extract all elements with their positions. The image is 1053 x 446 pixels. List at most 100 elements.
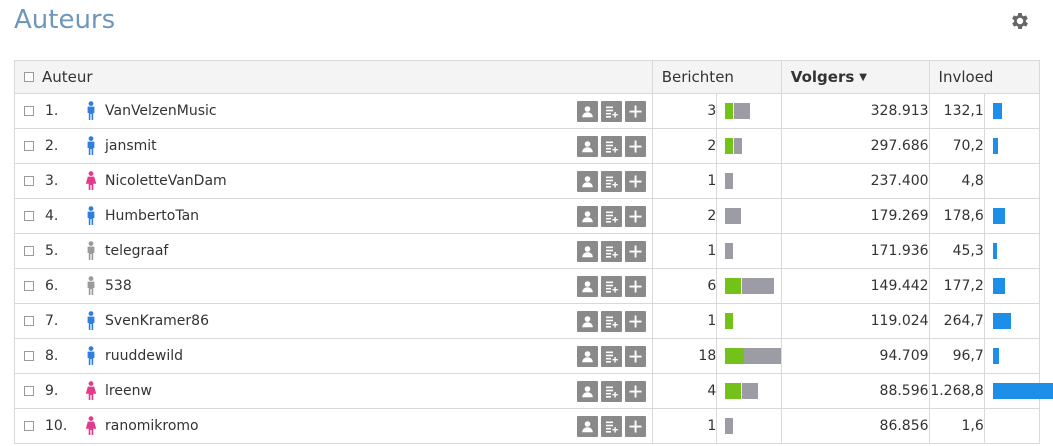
profile-button[interactable] <box>576 380 598 402</box>
author-name[interactable]: ranomikromo <box>105 418 199 434</box>
berichten-green-bar <box>725 278 742 294</box>
table-row[interactable]: 3. NicoletteVanDam 1 237.400 4,8 <box>14 163 1041 199</box>
column-header-berichten[interactable]: Berichten <box>651 60 782 94</box>
row-checkbox[interactable] <box>24 281 34 291</box>
plus-button[interactable] <box>624 310 646 332</box>
plus-button[interactable] <box>624 240 646 262</box>
row-checkbox[interactable] <box>24 421 34 431</box>
cell-invloed-bar <box>983 373 1053 409</box>
add-to-list-button[interactable] <box>600 380 622 402</box>
profile-icon <box>581 105 594 118</box>
berichten-gray-bar <box>742 278 775 294</box>
sort-descending-icon: ▼ <box>859 71 867 83</box>
table-row[interactable]: 1. VanVelzenMusic 3 328.913 132,1 <box>14 93 1041 129</box>
cell-berichten-bar <box>716 303 782 339</box>
profile-button[interactable] <box>576 100 598 122</box>
profile-button[interactable] <box>576 310 598 332</box>
cell-invloed: 4,8 <box>928 163 985 199</box>
table-row[interactable]: 10. ranomikromo 1 86.856 1,6 <box>14 408 1041 444</box>
plus-button[interactable] <box>624 170 646 192</box>
invloed-bar <box>992 383 1053 399</box>
author-name[interactable]: ruuddewild <box>105 348 184 364</box>
add-to-list-button[interactable] <box>600 135 622 157</box>
row-checkbox[interactable] <box>24 211 34 221</box>
row-checkbox[interactable] <box>24 141 34 151</box>
row-checkbox[interactable] <box>24 246 34 256</box>
plus-button[interactable] <box>624 345 646 367</box>
column-header-volgers[interactable]: Volgers ▼ <box>780 60 930 94</box>
plus-button[interactable] <box>624 100 646 122</box>
row-checkbox[interactable] <box>24 351 34 361</box>
plus-button[interactable] <box>624 380 646 402</box>
select-all-checkbox[interactable] <box>24 72 34 82</box>
cell-invloed-bar <box>983 93 1041 129</box>
add-to-list-button[interactable] <box>600 275 622 297</box>
profile-button[interactable] <box>576 170 598 192</box>
plus-button[interactable] <box>624 275 646 297</box>
column-label-auteur: Auteur <box>42 68 93 86</box>
row-checkbox[interactable] <box>24 386 34 396</box>
author-name[interactable]: 538 <box>105 278 132 294</box>
plus-button[interactable] <box>624 415 646 437</box>
column-header-invloed[interactable]: Invloed <box>928 60 1041 94</box>
row-checkbox[interactable] <box>24 176 34 186</box>
table-row[interactable]: 7. SvenKramer86 1 119.024 264,7 <box>14 303 1041 339</box>
add-to-list-icon <box>605 140 618 153</box>
page-title: Auteurs <box>14 5 116 35</box>
add-to-list-button[interactable] <box>600 100 622 122</box>
cell-invloed: 177,2 <box>928 268 985 304</box>
table-row[interactable]: 2. jansmit 2 297.686 70,2 <box>14 128 1041 164</box>
author-name[interactable]: telegraaf <box>105 243 169 259</box>
gear-icon[interactable] <box>1009 10 1031 32</box>
add-to-list-button[interactable] <box>600 345 622 367</box>
profile-icon <box>581 420 594 433</box>
authors-table: Auteur Berichten Volgers ▼ Invloed 1. Van… <box>14 60 1053 444</box>
row-checkbox[interactable] <box>24 316 34 326</box>
author-name[interactable]: jansmit <box>105 138 157 154</box>
cell-auteur: 10. ranomikromo <box>14 408 653 444</box>
table-row[interactable]: 5. telegraaf 1 171.936 45,3 <box>14 233 1041 269</box>
table-row[interactable]: 6. 538 6 149.442 177,2 <box>14 268 1041 304</box>
male-person-icon <box>84 311 98 331</box>
row-rank: 3. <box>45 173 59 189</box>
column-header-auteur[interactable]: Auteur <box>14 60 653 94</box>
profile-button[interactable] <box>576 415 598 437</box>
add-to-list-button[interactable] <box>600 415 622 437</box>
row-actions <box>576 100 646 122</box>
cell-berichten-bar <box>716 163 782 199</box>
cell-volgers: 88.596 <box>780 373 930 409</box>
berichten-green-bar <box>725 348 744 364</box>
table-row[interactable]: 8. ruuddewild 18 94.709 96,7 <box>14 338 1041 374</box>
add-to-list-icon <box>605 175 618 188</box>
row-rank: 5. <box>45 243 59 259</box>
plus-button[interactable] <box>624 205 646 227</box>
row-rank: 7. <box>45 313 59 329</box>
author-name[interactable]: NicoletteVanDam <box>105 173 227 189</box>
profile-icon <box>581 385 594 398</box>
add-to-list-button[interactable] <box>600 205 622 227</box>
cell-volgers: 179.269 <box>780 198 930 234</box>
profile-button[interactable] <box>576 275 598 297</box>
author-name[interactable]: HumbertoTan <box>105 208 200 224</box>
plus-icon <box>629 245 642 258</box>
add-to-list-button[interactable] <box>600 170 622 192</box>
profile-button[interactable] <box>576 135 598 157</box>
profile-button[interactable] <box>576 240 598 262</box>
author-name[interactable]: lreenw <box>105 383 152 399</box>
author-name[interactable]: SvenKramer86 <box>105 313 209 329</box>
cell-invloed-bar <box>983 338 1041 374</box>
plus-button[interactable] <box>624 135 646 157</box>
profile-button[interactable] <box>576 205 598 227</box>
row-checkbox[interactable] <box>24 106 34 116</box>
add-to-list-button[interactable] <box>600 310 622 332</box>
table-row[interactable]: 4. HumbertoTan 2 179.269 178,6 <box>14 198 1041 234</box>
table-row[interactable]: 9. lreenw 4 88.596 1.268,8 <box>14 373 1053 409</box>
cell-volgers: 119.024 <box>780 303 930 339</box>
author-name[interactable]: VanVelzenMusic <box>105 103 217 119</box>
cell-berichten-bar <box>716 268 782 304</box>
unknown-person-icon <box>84 276 98 296</box>
add-to-list-button[interactable] <box>600 240 622 262</box>
cell-volgers: 171.936 <box>780 233 930 269</box>
cell-invloed-bar <box>983 408 1041 444</box>
profile-button[interactable] <box>576 345 598 367</box>
